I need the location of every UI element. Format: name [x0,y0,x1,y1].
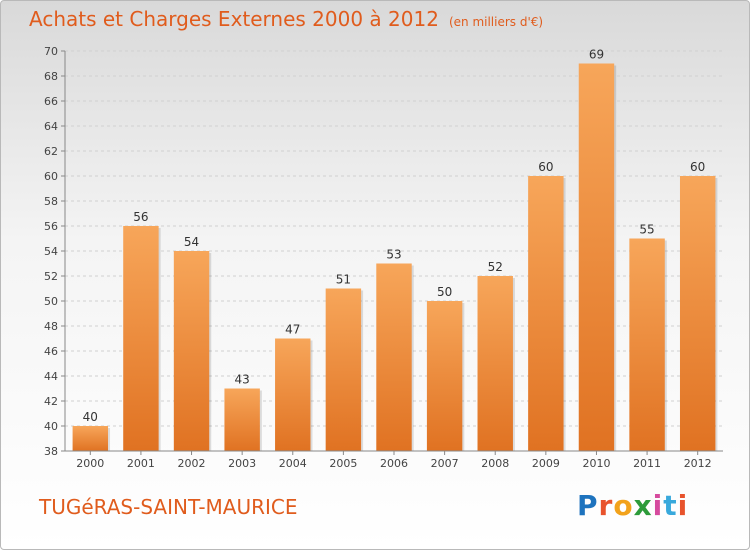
data-label: 43 [235,373,250,387]
x-tick-label: 2008 [481,457,509,470]
y-tick-label: 66 [44,95,58,108]
y-tick-label: 44 [44,370,58,383]
bar [173,251,210,451]
x-tick-label: 2011 [633,457,661,470]
data-label: 47 [285,323,300,337]
data-label: 50 [437,285,452,299]
x-tick-label: 2007 [431,457,459,470]
y-axis: 38 40 42 44 46 48 50 52 54 56 58 60 62 64 66 68 70 [44,45,66,458]
bar [477,276,513,451]
data-label: 55 [639,223,654,237]
y-tick-label: 64 [44,120,58,133]
logo-letter: r [598,489,614,522]
bar [123,226,159,451]
data-label: 53 [386,248,401,262]
data-label: 60 [538,160,553,174]
chart-title-text: Achats et Charges Externes 2000 à 2012 [29,7,439,31]
data-label: 54 [184,235,199,249]
y-tick-label: 70 [44,45,58,58]
logo-letter: P [577,489,599,522]
x-axis: 2000 2001 2002 2003 2004 2005 2006 2007 2008 2009… [65,450,723,470]
bar [275,338,311,451]
y-tick-label: 50 [44,295,58,308]
x-tick-label: 2006 [380,457,408,470]
x-tick-label: 2002 [178,457,206,470]
y-tick-label: 68 [44,70,58,83]
logo-letter: o [613,489,634,522]
logo-letter: x [633,489,653,522]
bar [426,301,463,451]
y-tick-label: 48 [44,320,58,333]
y-tick-label: 54 [44,245,58,258]
bar [72,426,109,451]
x-tick-label: 2005 [329,457,357,470]
y-tick-label: 60 [44,170,58,183]
data-label: 51 [336,273,351,287]
bar-chart: 38 40 42 44 46 48 50 52 54 56 58 60 62 64 66 68 70 40 56 5… [44,45,723,470]
y-tick-label: 58 [44,195,58,208]
logo-letter: i [677,489,689,522]
data-label: 56 [133,210,148,224]
x-tick-label: 2012 [684,457,712,470]
y-tick-label: 56 [44,220,58,233]
y-tick-label: 62 [44,145,58,158]
data-label: 60 [690,160,705,174]
x-tick-label: 2000 [76,457,104,470]
data-label: 52 [488,260,503,274]
bar [224,388,260,451]
y-tick-label: 46 [44,345,58,358]
bar [578,63,615,451]
y-tick-label: 40 [44,420,58,433]
bar [679,176,716,451]
y-tick-label: 52 [44,270,58,283]
x-tick-label: 2009 [532,457,560,470]
x-tick-label: 2004 [279,457,307,470]
bars: 40 56 54 43 47 51 53 50 52 60 69 55 60 [72,48,718,451]
y-tick-label: 42 [44,395,58,408]
x-tick-label: 2010 [582,457,610,470]
logo-letter: t [663,489,678,522]
bar [528,176,564,451]
chart-title: Achats et Charges Externes 2000 à 2012 (e… [29,7,543,31]
bar [376,263,412,451]
commune-name: TUGéRAS-SAINT-MAURICE [39,495,298,519]
y-tick-label: 38 [44,445,58,458]
x-tick-label: 2001 [127,457,155,470]
bar [325,288,362,451]
logo-letter: i [652,489,664,522]
data-label: 40 [83,410,98,424]
chart-subtitle: (en milliers d'€) [448,15,544,29]
x-tick-label: 2003 [228,457,256,470]
data-label: 69 [589,48,604,62]
proxiti-logo: Proxiti [577,489,688,522]
bar [629,238,665,451]
